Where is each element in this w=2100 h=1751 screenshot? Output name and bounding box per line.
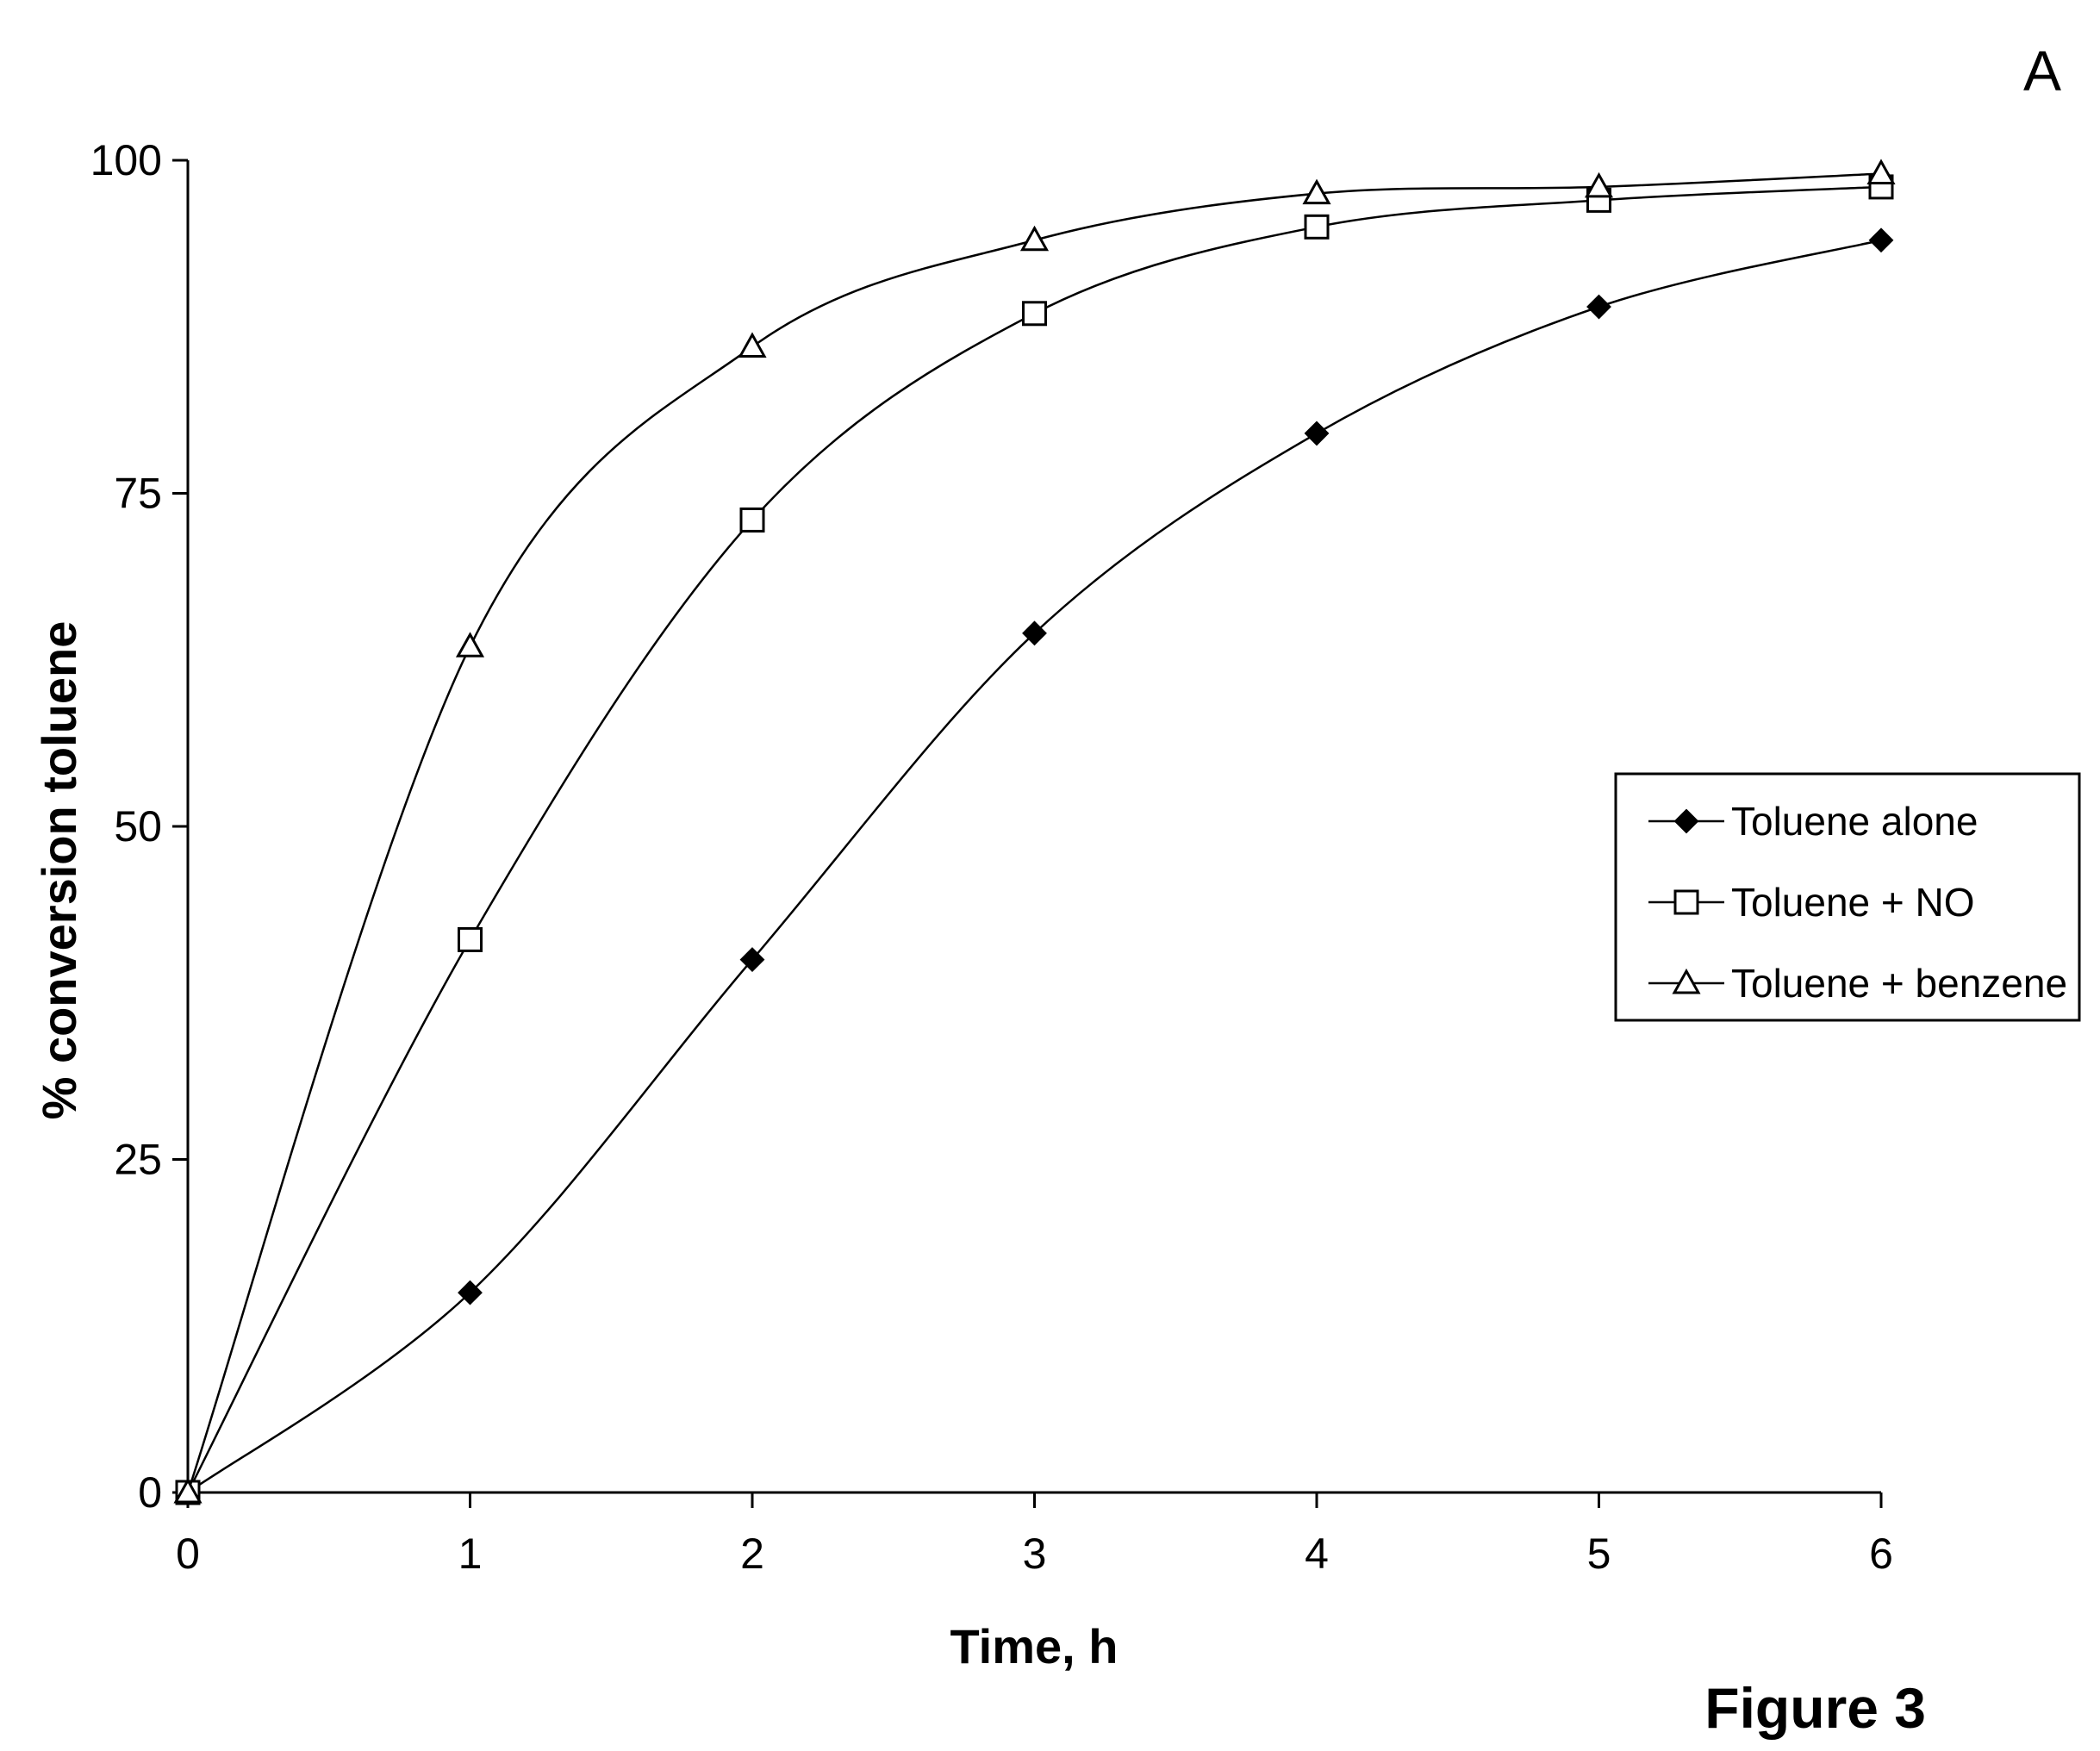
- y-tick-label: 75: [114, 470, 162, 518]
- data-point: [739, 507, 765, 533]
- legend-label: Toluene + NO: [1731, 880, 1975, 925]
- x-tick-label: 3: [1023, 1530, 1047, 1578]
- x-tick-label: 2: [740, 1530, 764, 1578]
- x-tick-label: 0: [176, 1530, 200, 1578]
- legend-marker: [1673, 889, 1699, 915]
- data-point: [1304, 214, 1330, 240]
- y-tick-label: 50: [114, 802, 162, 851]
- x-tick-label: 1: [458, 1530, 483, 1578]
- data-point: [1586, 294, 1611, 320]
- data-point: [1868, 227, 1894, 253]
- data-point: [458, 1280, 483, 1305]
- x-tick-label: 6: [1869, 1530, 1893, 1578]
- data-point: [173, 1477, 203, 1504]
- data-point: [1022, 301, 1047, 327]
- y-axis-title: % conversion toluene: [32, 621, 86, 1120]
- data-point: [1019, 225, 1050, 252]
- legend-label: Toluene alone: [1731, 799, 1978, 844]
- legend-entry: Toluene + NO: [1648, 880, 1975, 925]
- legend: Toluene alone Toluene + NO Toluene + benze…: [1614, 772, 2081, 1022]
- x-tick-label: 5: [1587, 1530, 1611, 1578]
- legend-label: Toluene + benzene: [1731, 961, 2067, 1006]
- figure-label: Figure 3: [1704, 1676, 1926, 1740]
- legend-entry: Toluene + benzene: [1648, 961, 2067, 1006]
- series-line: [186, 172, 1882, 1493]
- legend-entry: Toluene alone: [1648, 799, 1978, 844]
- series-2: [173, 159, 1896, 1504]
- plot-series: [173, 159, 1896, 1505]
- data-point: [1584, 171, 1614, 198]
- data-point: [739, 947, 765, 973]
- data-point: [1304, 421, 1330, 446]
- data-point: [1302, 178, 1331, 205]
- x-axis: 0 1 2 3 4 5 6: [176, 1491, 1893, 1578]
- y-tick-label: 0: [138, 1468, 162, 1517]
- x-axis-title: Time, h: [950, 1619, 1118, 1673]
- panel-letter: A: [2023, 39, 2061, 103]
- data-point: [458, 926, 483, 952]
- data-point: [1866, 159, 1896, 184]
- y-tick-label: 100: [90, 136, 162, 184]
- data-point: [455, 632, 485, 657]
- series-line: [186, 185, 1882, 1493]
- data-point: [1022, 620, 1047, 646]
- x-tick-label: 4: [1305, 1530, 1329, 1578]
- data-point: [738, 332, 767, 358]
- y-tick-label: 25: [114, 1136, 162, 1184]
- legend-marker: [1672, 968, 1701, 994]
- y-axis: 0 25 50 75 100: [90, 136, 190, 1517]
- legend-marker: [1673, 808, 1699, 834]
